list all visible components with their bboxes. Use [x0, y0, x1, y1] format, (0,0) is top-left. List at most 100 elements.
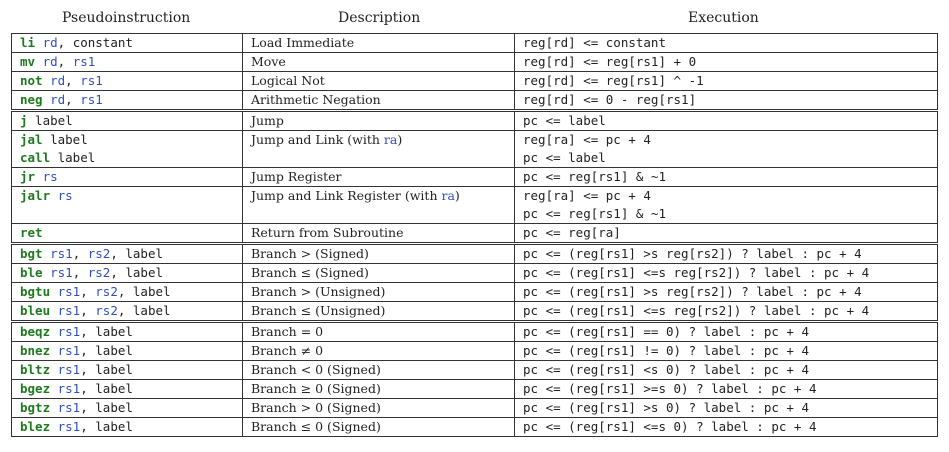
table-row: li rd, constant Load Immediate reg[rd] <= … [11, 33, 938, 53]
register-name: rs1 [50, 343, 81, 358]
desc-line: Branch ≤ (Unsigned) [251, 303, 506, 321]
table-row: blez rs1, label Branch ≤ 0 (Signed) pc <= … [11, 417, 938, 437]
execution-cell: pc <= (reg[rs1] >s 0) ? label : pc + 4 [514, 398, 938, 418]
description-cell: Arithmetic Negation [242, 90, 515, 111]
execution-line: pc <= (reg[rs1] >s reg[rs2]) ? label : p… [523, 246, 862, 261]
desc-line: Jump and Link (with ra) [251, 132, 506, 150]
pseudoinstruction-cell: bnez rs1, label [11, 341, 243, 361]
text-segment: , label [80, 400, 133, 415]
text-segment: , [72, 246, 88, 261]
pseudoinstruction-cell: blez rs1, label [11, 417, 243, 437]
text-segment: , label [117, 303, 171, 318]
pseudo-line: beqz rs1, label [20, 323, 234, 341]
pseudoinstruction-cell: beqz rs1, label [11, 321, 243, 342]
register-name: rd [35, 35, 58, 50]
pseudo-line: bgtz rs1, label [20, 400, 234, 417]
text-segment: Branch ≤ (Signed) [251, 265, 369, 280]
execution-line: pc <= (reg[rs1] != 0) ? label : pc + 4 [523, 343, 809, 358]
text-segment: label [27, 113, 73, 128]
execution-cell: reg[rd] <= 0 - reg[rs1] [514, 90, 938, 111]
desc-line: Return from Subroutine [251, 225, 506, 243]
header-execution: Execution [688, 10, 759, 26]
text-segment: , [80, 303, 96, 318]
execution-cell: reg[rd] <= constant [514, 33, 938, 53]
desc-line: Branch < 0 (Signed) [251, 362, 506, 379]
text-segment: Logical Not [251, 73, 325, 88]
pseudoinstruction-cell: bgez rs1, label [11, 379, 243, 399]
pseudo-line: mv rd, rs1 [20, 54, 234, 71]
text-segment: ) [397, 132, 403, 147]
text-segment: Jump and Link Register (with [251, 188, 442, 203]
text-segment: Return from Subroutine [251, 225, 404, 240]
text-segment: , [65, 92, 81, 107]
pseudo-line: bgt rs1, rs2, label [20, 245, 234, 263]
table-row: j label Jump pc <= label [11, 110, 938, 131]
pseudoinstruction-cell: bgt rs1, rs2, label [11, 243, 243, 264]
mnemonic: ret [20, 225, 43, 240]
text-segment: , [80, 284, 96, 299]
pseudoinstruction-table: li rd, constant Load Immediate reg[rd] <= … [11, 33, 938, 437]
text-segment: Branch ≥ 0 (Signed) [251, 381, 381, 396]
description-cell: Jump and Link (with ra) [242, 130, 515, 168]
execution-cell: pc <= reg[rs1] & ~1 [514, 167, 938, 187]
register-name: rs1 [50, 324, 81, 339]
mnemonic: jal [20, 132, 43, 147]
pseudo-line: li rd, constant [20, 35, 234, 52]
text-segment: , label [80, 362, 133, 377]
pseudoinstruction-cell: neg rd, rs1 [11, 90, 243, 111]
execution-cell: pc <= (reg[rs1] != 0) ? label : pc + 4 [514, 341, 938, 361]
mnemonic: jr [20, 169, 36, 184]
text-segment: , label [80, 419, 133, 434]
text-segment: Branch ≤ (Unsigned) [251, 303, 386, 318]
text-segment: , [72, 265, 88, 280]
pseudo-line: neg rd, rs1 [20, 92, 234, 110]
header-pseudoinstruction: Pseudoinstruction [62, 10, 191, 26]
pseudoinstruction-cell: bgtz rs1, label [11, 398, 243, 418]
text-segment: , label [80, 381, 133, 396]
pseudo-line: bgtu rs1, rs2, label [20, 284, 234, 301]
description-cell: Branch > (Unsigned) [242, 282, 515, 302]
pseudoinstruction-cell: jalr rs [11, 186, 243, 224]
description-cell: Branch ≥ 0 (Signed) [242, 379, 515, 399]
text-segment: Branch ≤ 0 (Signed) [251, 419, 381, 434]
mnemonic: not [20, 73, 43, 88]
pseudoinstruction-cell: jal label call label [11, 130, 243, 168]
execution-cell: pc <= (reg[rs1] >=s 0) ? label : pc + 4 [514, 379, 938, 399]
instruction-group: beqz rs1, label Branch = 0 pc <= (reg[rs1]… [11, 321, 938, 437]
description-cell: Jump Register [242, 167, 515, 187]
execution-cell: reg[ra] <= pc + 4 pc <= reg[rs1] & ~1 [514, 186, 938, 224]
pseudoinstruction-cell: bltz rs1, label [11, 360, 243, 380]
execution-cell: reg[rd] <= reg[rs1] + 0 [514, 52, 938, 72]
register-name: rs1 [50, 381, 81, 396]
execution-cell: pc <= label [514, 110, 938, 131]
text-segment: Move [251, 54, 286, 69]
mnemonic: bgtu [20, 284, 51, 299]
pseudo-line: bgez rs1, label [20, 381, 234, 398]
text-segment: , label [117, 284, 171, 299]
pseudoinstruction-cell: bgtu rs1, rs2, label [11, 282, 243, 302]
pseudo-line: ble rs1, rs2, label [20, 265, 234, 282]
pseudoinstruction-cell: not rd, rs1 [11, 71, 243, 91]
register-name: rd [42, 92, 66, 107]
table-row: jalr rs Jump and Link Register (with ra) r… [11, 186, 938, 224]
execution-line: pc <= label [523, 150, 606, 165]
desc-line: Load Immediate [251, 35, 506, 52]
mnemonic: neg [20, 92, 43, 107]
header-description: Description [338, 10, 421, 26]
text-segment: Branch > (Signed) [251, 246, 369, 261]
register-name: rs1 [80, 73, 103, 88]
description-cell: Load Immediate [242, 33, 515, 53]
desc-line: Branch ≤ 0 (Signed) [251, 419, 506, 436]
desc-line: Branch > 0 (Signed) [251, 400, 506, 417]
text-segment: , constant [57, 35, 133, 50]
text-segment: Branch = 0 [251, 324, 324, 339]
table-row: not rd, rs1 Logical Not reg[rd] <= reg[rs1… [11, 71, 938, 91]
pseudo-line: bleu rs1, rs2, label [20, 303, 234, 321]
text-segment: , label [110, 265, 164, 280]
description-cell: Branch ≤ (Signed) [242, 263, 515, 283]
text-segment: Branch > 0 (Signed) [251, 400, 381, 415]
execution-line: pc <= (reg[rs1] <=s reg[rs2]) ? label : … [523, 265, 870, 280]
pseudo-line: call label [20, 149, 234, 167]
register-name: rs [50, 188, 73, 203]
